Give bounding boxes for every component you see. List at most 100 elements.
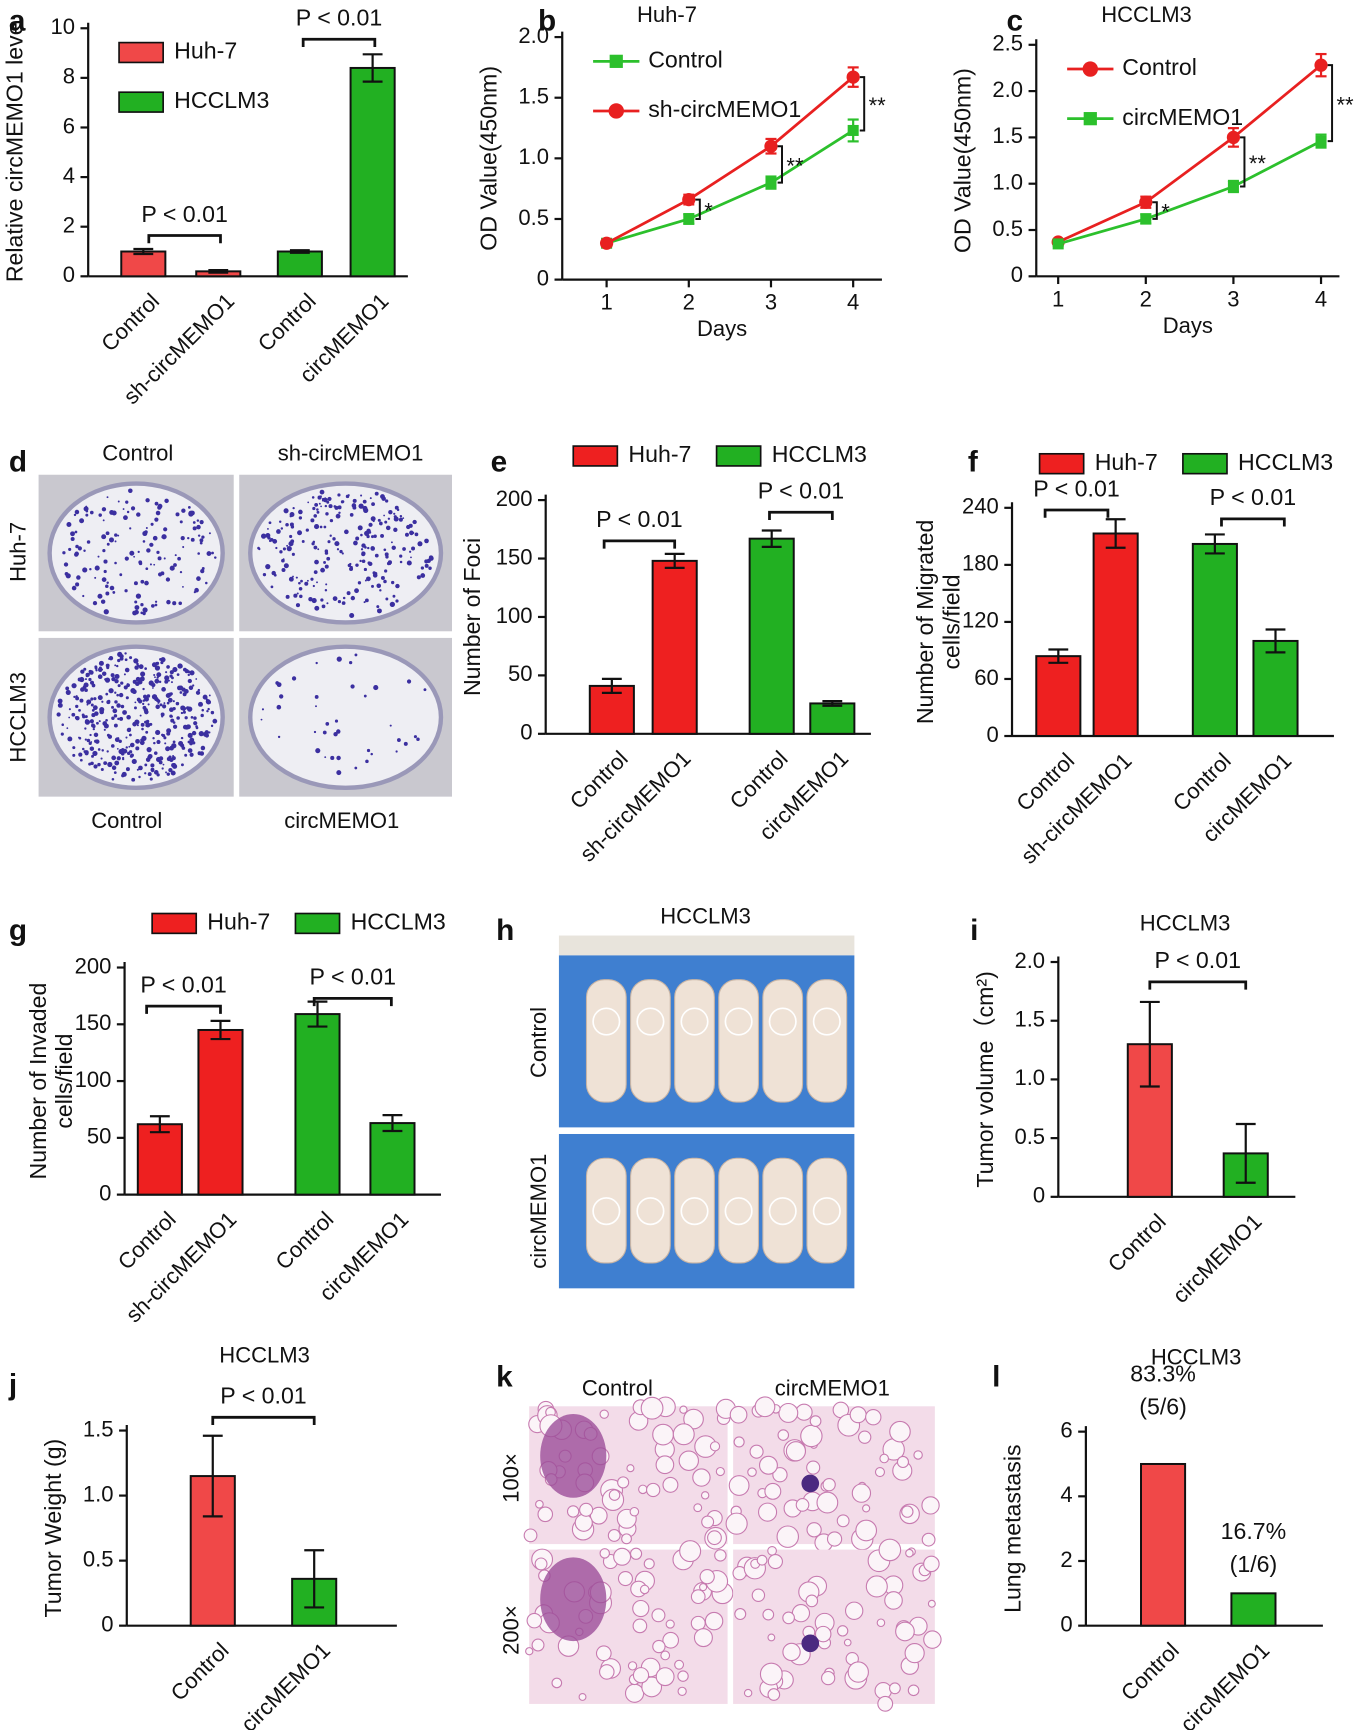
bar — [748, 537, 795, 735]
colony — [188, 511, 194, 517]
colony — [349, 612, 355, 618]
colony — [420, 573, 426, 578]
colony — [360, 533, 363, 537]
bar — [349, 66, 396, 278]
colony — [283, 563, 289, 569]
colony — [320, 505, 322, 508]
colony — [395, 599, 399, 603]
colony — [114, 691, 117, 694]
colony — [347, 563, 351, 568]
colony — [208, 532, 211, 535]
alveolus — [679, 1540, 702, 1563]
colony — [333, 732, 338, 737]
colony — [270, 585, 274, 589]
column-label: sh-circMEMO1 — [278, 441, 424, 466]
colony — [129, 742, 135, 748]
legend-swatch — [118, 41, 164, 64]
colony — [428, 555, 434, 561]
y-tick-label: 0.5 — [518, 205, 549, 230]
colony — [154, 600, 158, 603]
colony — [410, 556, 412, 559]
alveolus — [762, 1608, 775, 1621]
colony — [151, 604, 155, 608]
alveolus — [874, 1466, 886, 1478]
colony — [409, 550, 412, 553]
colony — [166, 728, 172, 734]
point — [846, 70, 860, 84]
colony — [378, 521, 383, 526]
colony — [169, 565, 175, 571]
colony — [84, 715, 88, 719]
y-tick-label: 0 — [63, 262, 75, 287]
alveolus — [690, 1589, 706, 1605]
colony — [134, 605, 140, 610]
colony — [397, 738, 401, 742]
colony — [185, 724, 191, 730]
colony — [172, 721, 176, 724]
colony — [196, 524, 201, 530]
alveolus — [734, 1608, 747, 1621]
colony — [57, 702, 63, 708]
colony — [428, 566, 432, 571]
y-tick-label: 120 — [962, 608, 999, 633]
chart-title: HCCLM3 — [219, 1343, 310, 1368]
alveolus — [699, 1568, 715, 1585]
colony — [81, 713, 85, 717]
legend-label: Control — [648, 46, 723, 72]
colony — [108, 537, 114, 543]
alveolus — [626, 1464, 635, 1473]
significance-bracket — [1327, 64, 1334, 143]
x-axis-label: Days — [1163, 313, 1213, 338]
colony — [107, 734, 113, 739]
colony — [124, 589, 128, 593]
alveolus — [693, 1503, 703, 1513]
colony — [337, 493, 341, 497]
colony — [424, 538, 429, 544]
significance-bracket — [777, 145, 784, 184]
alveolus — [566, 1505, 580, 1518]
colony — [201, 708, 205, 712]
colony — [207, 700, 211, 705]
colony — [134, 600, 138, 604]
colony — [111, 755, 117, 761]
panel-letter: e — [491, 446, 508, 479]
colony — [326, 602, 329, 605]
colony — [88, 700, 91, 703]
colony — [101, 507, 107, 512]
colony — [322, 730, 327, 735]
alveolus — [795, 1498, 810, 1512]
colony — [386, 561, 391, 566]
colony — [132, 721, 137, 727]
tumor-mark — [680, 1007, 709, 1036]
y-tick-label: 150 — [496, 544, 533, 569]
colony — [357, 581, 362, 585]
colony — [165, 671, 168, 674]
colony — [75, 544, 79, 549]
colony — [130, 506, 136, 511]
colony — [192, 521, 196, 524]
alveolus — [525, 1647, 534, 1656]
colony — [165, 771, 167, 774]
colony — [327, 496, 332, 502]
alveolus — [759, 1662, 783, 1686]
colony — [81, 747, 85, 751]
colony — [326, 556, 331, 561]
colony — [105, 692, 109, 696]
colony — [197, 534, 201, 537]
colony — [177, 556, 181, 561]
chart-title: HCCLM3 — [1101, 2, 1192, 27]
x-tick-label: 1 — [1052, 286, 1064, 311]
y-axis-label: Number of Migrated — [912, 520, 938, 725]
colony — [138, 560, 143, 565]
x-tick-label: Control — [96, 288, 164, 356]
plate — [47, 481, 225, 625]
colony — [336, 548, 340, 551]
error-bar — [1235, 1122, 1256, 1184]
colony — [199, 520, 204, 525]
panel-letter: i — [970, 914, 978, 947]
bar — [294, 1013, 341, 1196]
colony — [83, 667, 87, 671]
colony — [103, 609, 109, 615]
alveolus — [878, 1538, 902, 1562]
colony — [144, 697, 147, 700]
